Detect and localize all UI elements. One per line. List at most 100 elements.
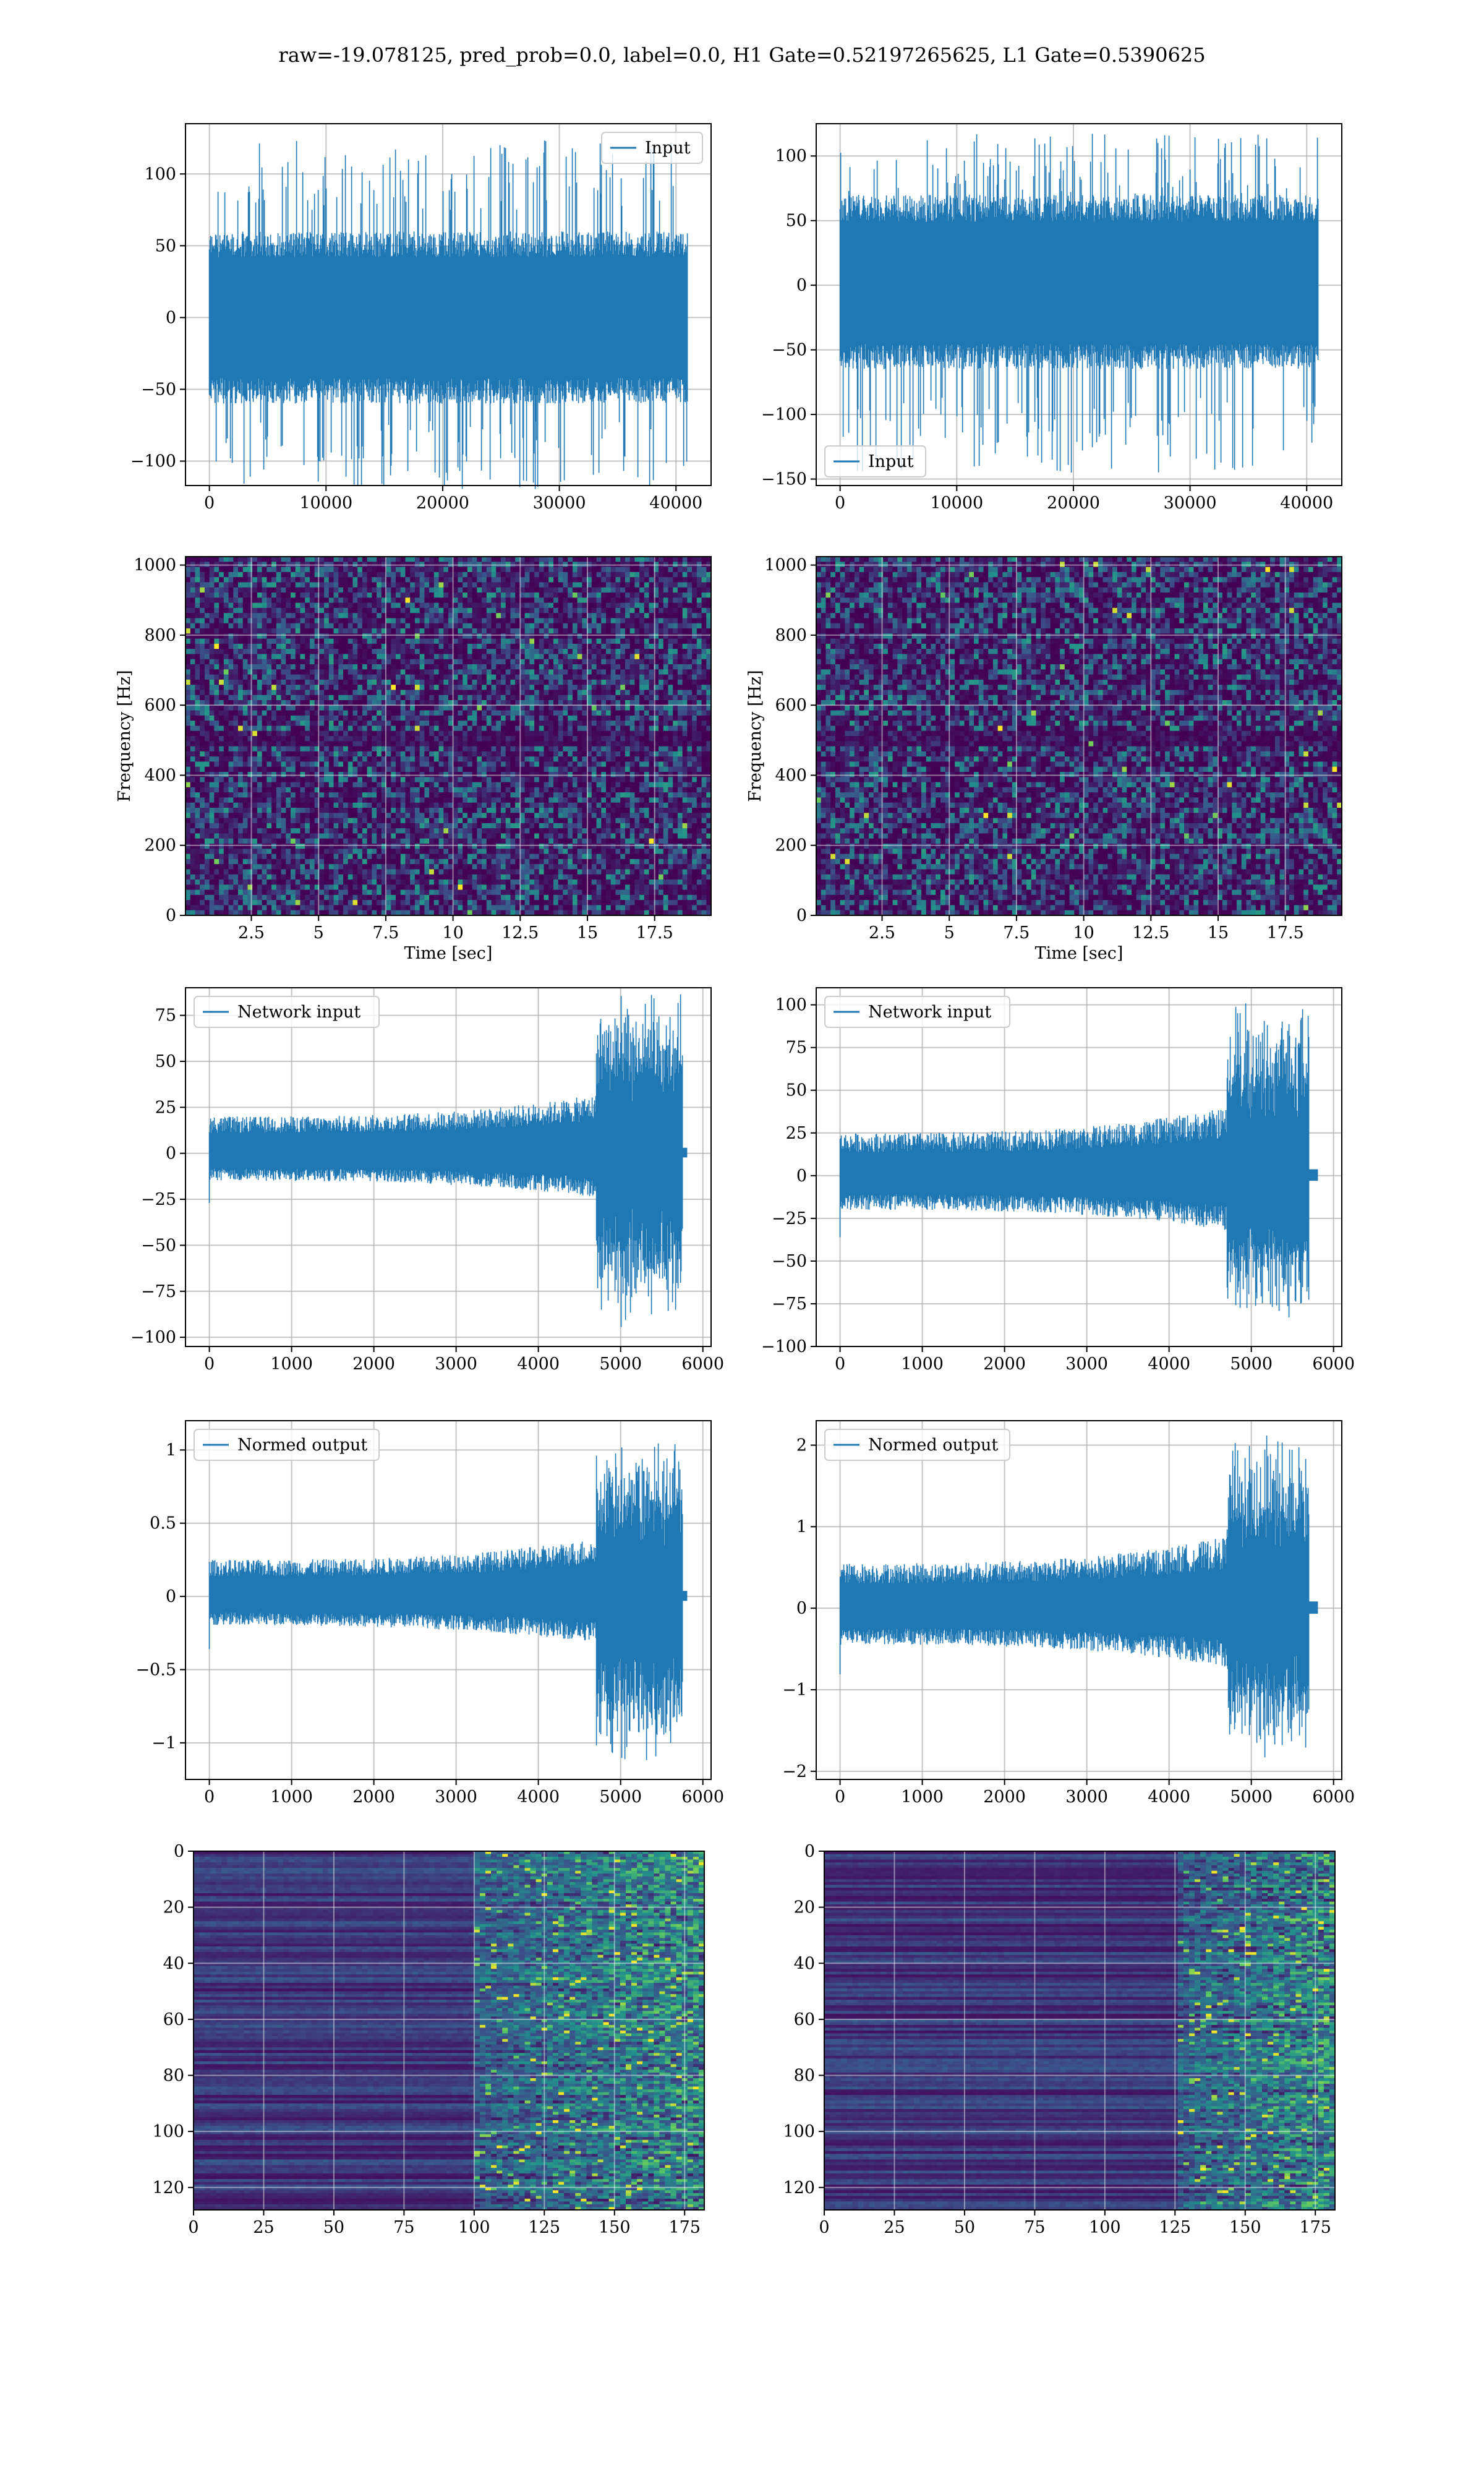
x-tick-label: 50: [954, 2218, 975, 2237]
x-tick-label: 17.5: [1267, 923, 1304, 943]
y-tick-label: 50: [786, 212, 807, 231]
legend-entry: Normed output: [237, 1436, 367, 1455]
y-tick-label: 80: [163, 2066, 184, 2086]
x-tick-label: 0: [188, 2218, 198, 2237]
y-tick-label: 100: [144, 165, 176, 184]
legend: Input: [602, 132, 702, 163]
x-tick-label: 30000: [533, 494, 586, 513]
chart-network-left: 0 1000 2000 3000 4000 5000 6000−100−75−50−2502…: [130, 988, 724, 1374]
y-tick-label: 800: [775, 626, 807, 645]
x-tick-label: 2000: [983, 1355, 1026, 1374]
legend-entry: Input: [645, 139, 691, 158]
y-tick-label: 40: [794, 1954, 815, 1973]
x-axis-label: Time [sec]: [1035, 944, 1124, 963]
chart-normed-left: 0 1000 2000 3000 4000 5000 6000−1−0.500.51 Norm…: [135, 1421, 724, 1807]
x-tick-label: 3000: [1065, 1787, 1108, 1807]
y-tick-label: 0.5: [150, 1514, 176, 1533]
x-tick-label: 10: [1073, 923, 1094, 943]
series-line: [840, 1003, 1318, 1317]
y-tick-label: −1: [151, 1734, 176, 1753]
legend: Normed output: [825, 1429, 1010, 1460]
x-tick-label: 150: [599, 2218, 631, 2237]
y-tick-label: 1: [166, 1440, 176, 1460]
feature-map-image: [194, 1851, 705, 2211]
legend: Network input: [194, 996, 379, 1027]
y-tick-label: −100: [761, 1337, 807, 1356]
legend: Network input: [825, 996, 1010, 1027]
x-tick-label: 2000: [352, 1355, 395, 1374]
x-tick-label: 6000: [1312, 1355, 1355, 1374]
y-tick-label: 120: [152, 2178, 184, 2198]
y-tick-label: −75: [772, 1295, 807, 1314]
x-tick-label: 75: [1024, 2218, 1045, 2237]
x-tick-label: 4000: [1148, 1355, 1190, 1374]
x-tick-label: 100: [458, 2218, 490, 2237]
chart-spectrogram-right: 2.5 5 7.5 10 12.5 15 17.502004006008001000Time…: [746, 556, 1342, 963]
y-tick-label: 75: [155, 1006, 176, 1025]
y-tick-label: −25: [772, 1209, 807, 1228]
y-tick-label: 60: [163, 2010, 184, 2029]
x-tick-label: 2000: [352, 1787, 395, 1807]
y-tick-label: 100: [783, 2122, 815, 2141]
x-tick-label: 175: [1299, 2218, 1331, 2237]
x-tick-label: 10: [442, 923, 463, 943]
y-tick-label: 20: [794, 1898, 815, 1917]
y-tick-label: 50: [155, 236, 176, 255]
x-tick-label: 50: [323, 2218, 344, 2237]
legend-entry: Normed output: [868, 1436, 998, 1455]
y-tick-label: 80: [794, 2066, 815, 2086]
y-tick-label: −100: [130, 1328, 176, 1347]
y-tick-label: 60: [794, 2010, 815, 2029]
y-tick-label: −100: [761, 405, 807, 424]
x-tick-label: 15: [577, 923, 598, 943]
x-tick-label: 12.5: [1132, 923, 1169, 943]
x-tick-label: 25: [253, 2218, 274, 2237]
y-tick-label: −50: [141, 1236, 176, 1255]
x-tick-label: 0: [819, 2218, 829, 2237]
series-line: [210, 140, 688, 489]
x-tick-label: 0: [204, 1355, 215, 1374]
y-tick-label: 200: [144, 836, 176, 855]
x-axis-label: Time [sec]: [404, 944, 493, 963]
x-tick-label: 0: [835, 1787, 845, 1807]
x-tick-label: 3000: [1065, 1355, 1108, 1374]
y-axis-label: Frequency [Hz]: [115, 670, 134, 802]
y-tick-label: −0.5: [135, 1660, 176, 1679]
y-tick-label: 0: [804, 1842, 815, 1861]
y-tick-label: −25: [141, 1190, 176, 1209]
y-tick-label: 1000: [134, 556, 176, 575]
series-line: [210, 995, 687, 1327]
x-tick-label: 15: [1208, 923, 1229, 943]
x-tick-label: 6000: [681, 1787, 724, 1807]
chart-network-right: 0 1000 2000 3000 4000 5000 6000−100−75−50−2502…: [761, 988, 1355, 1374]
x-tick-label: 1000: [901, 1787, 944, 1807]
series-line: [840, 134, 1318, 473]
y-tick-label: 1: [796, 1517, 807, 1536]
y-tick-label: 100: [775, 147, 807, 166]
x-tick-label: 7.5: [372, 923, 399, 943]
x-tick-label: 25: [884, 2218, 905, 2237]
x-tick-label: 3000: [435, 1787, 477, 1807]
y-tick-label: −1: [782, 1680, 807, 1700]
x-tick-label: 75: [393, 2218, 414, 2237]
x-tick-label: 125: [1159, 2218, 1192, 2237]
y-tick-label: 40: [163, 1954, 184, 1973]
y-tick-label: 0: [174, 1842, 184, 1861]
y-tick-label: 0: [166, 1144, 176, 1163]
x-tick-label: 5000: [599, 1355, 642, 1374]
series-line: [840, 1436, 1318, 1757]
y-tick-label: 1000: [764, 556, 807, 575]
y-tick-label: 0: [166, 1587, 176, 1606]
series-line: [210, 1444, 687, 1760]
legend: Input: [825, 446, 926, 477]
x-tick-label: 40000: [1280, 494, 1333, 513]
x-tick-label: 150: [1229, 2218, 1261, 2237]
x-tick-label: 100: [1089, 2218, 1121, 2237]
y-tick-label: 50: [155, 1052, 176, 1071]
x-tick-label: 12.5: [501, 923, 539, 943]
y-tick-label: −75: [141, 1282, 176, 1301]
